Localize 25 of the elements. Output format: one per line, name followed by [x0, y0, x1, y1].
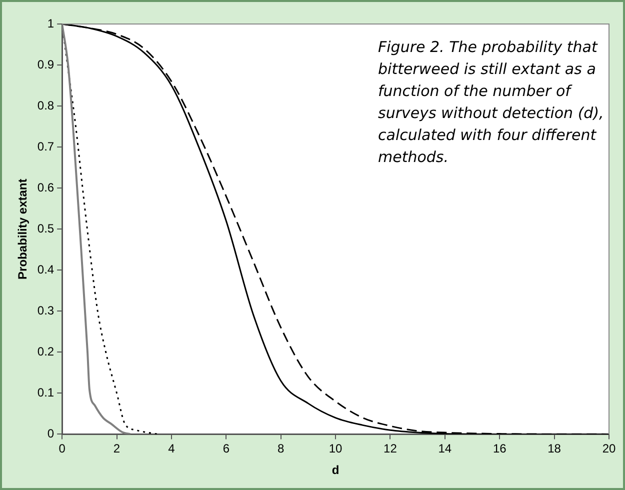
x-tick-label: 10 [328, 442, 343, 456]
x-tick-label: 12 [384, 442, 398, 456]
y-tick-label: 0.2 [37, 344, 54, 358]
y-tick-label: 0.5 [37, 221, 54, 236]
y-tick-label: 0.3 [37, 303, 54, 318]
x-tick-label: 14 [438, 442, 452, 456]
annotation: Figure 2. The probability that bitterweed is still extant as a function of the number of surveys without detection (d), calculated with four different methods. [378, 37, 605, 168]
x-tick-label: 18 [548, 442, 562, 456]
y-axis-title: Probability extant [16, 178, 30, 280]
x-tick-label: 6 [222, 442, 230, 456]
y-tick-label: 0 [47, 426, 54, 441]
y-tick-label: 0.6 [37, 180, 54, 194]
y-tick-label: 0.1 [37, 385, 54, 400]
x-tick-label: 16 [492, 442, 507, 456]
x-tick-label: 20 [602, 442, 616, 456]
y-tick-label: 1 [47, 16, 54, 30]
x-tick-label: 0 [58, 442, 66, 456]
y-tick-label: 0.8 [37, 98, 54, 112]
y-tick-label: 0.9 [37, 57, 54, 72]
y-tick-label: 0.4 [37, 262, 54, 276]
x-tick-label: 2 [113, 442, 120, 456]
x-axis-title: d [332, 463, 340, 478]
x-tick-label: 8 [278, 442, 285, 456]
x-tick-label: 4 [168, 442, 176, 456]
y-tick-label: 0.7 [37, 139, 54, 154]
